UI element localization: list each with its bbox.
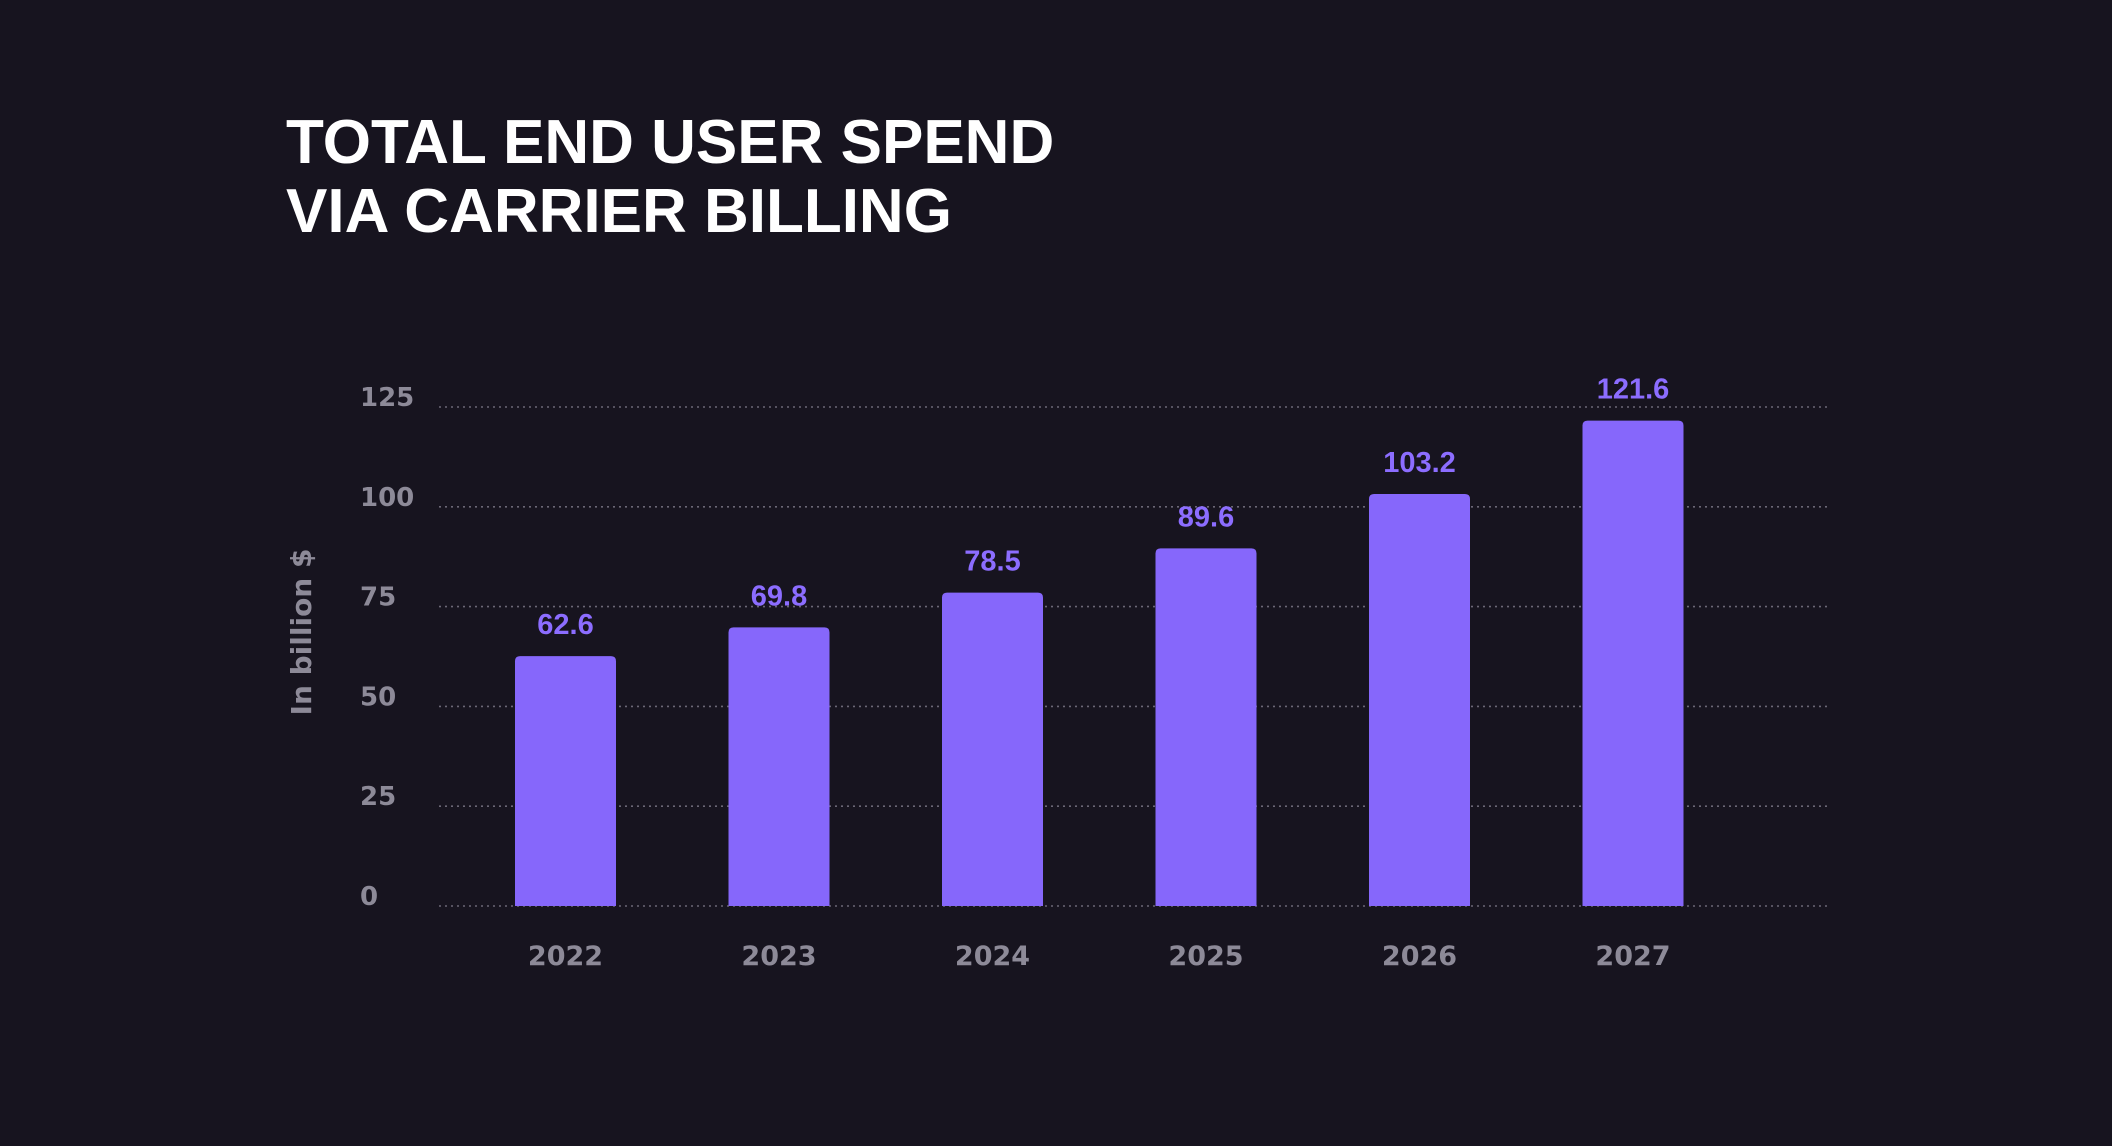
bar-2023 (728, 627, 830, 906)
x-tick-label-2026: 2026 (1382, 941, 1457, 972)
bar-2024 (942, 592, 1043, 906)
value-label-2022: 62.6 (537, 609, 593, 641)
bar-2027 (1582, 420, 1684, 906)
y-tick-label-25: 25 (360, 782, 396, 812)
x-tick-label-2023: 2023 (741, 941, 816, 972)
x-tick-label-2022: 2022 (528, 941, 603, 972)
x-axis-ticks: 2022 2023 2024 2025 2026 2027 (528, 941, 1671, 972)
x-tick-label-2025: 2025 (1168, 941, 1243, 972)
value-label-2024: 78.5 (964, 546, 1020, 578)
x-tick-label-2027: 2027 (1595, 941, 1670, 972)
bar-2025 (1155, 548, 1257, 906)
value-label-2025: 89.6 (1178, 501, 1234, 533)
y-tick-label-50: 50 (360, 682, 396, 712)
value-label-2023: 69.8 (751, 580, 807, 612)
bar-2022 (515, 656, 616, 906)
x-tick-label-2024: 2024 (955, 941, 1030, 972)
chart-title-line-1: TOTAL END USER SPEND (286, 108, 1054, 177)
bars (515, 420, 1684, 906)
value-label-2026: 103.2 (1383, 447, 1456, 479)
chart-title-line-2: VIA CARRIER BILLING (286, 177, 952, 246)
y-tick-label-75: 75 (360, 583, 396, 613)
value-label-2027: 121.6 (1597, 374, 1670, 406)
y-tick-label-125: 125 (360, 383, 414, 413)
y-tick-label-0: 0 (360, 882, 378, 912)
y-axis-label: In billion $ (285, 549, 318, 716)
y-axis-ticks: 0 25 50 75 100 125 (360, 383, 414, 912)
value-labels: 62.6 69.8 78.5 89.6 103.2 121.6 (537, 374, 1669, 642)
bar-2026 (1369, 494, 1470, 906)
y-tick-label-100: 100 (360, 483, 414, 513)
